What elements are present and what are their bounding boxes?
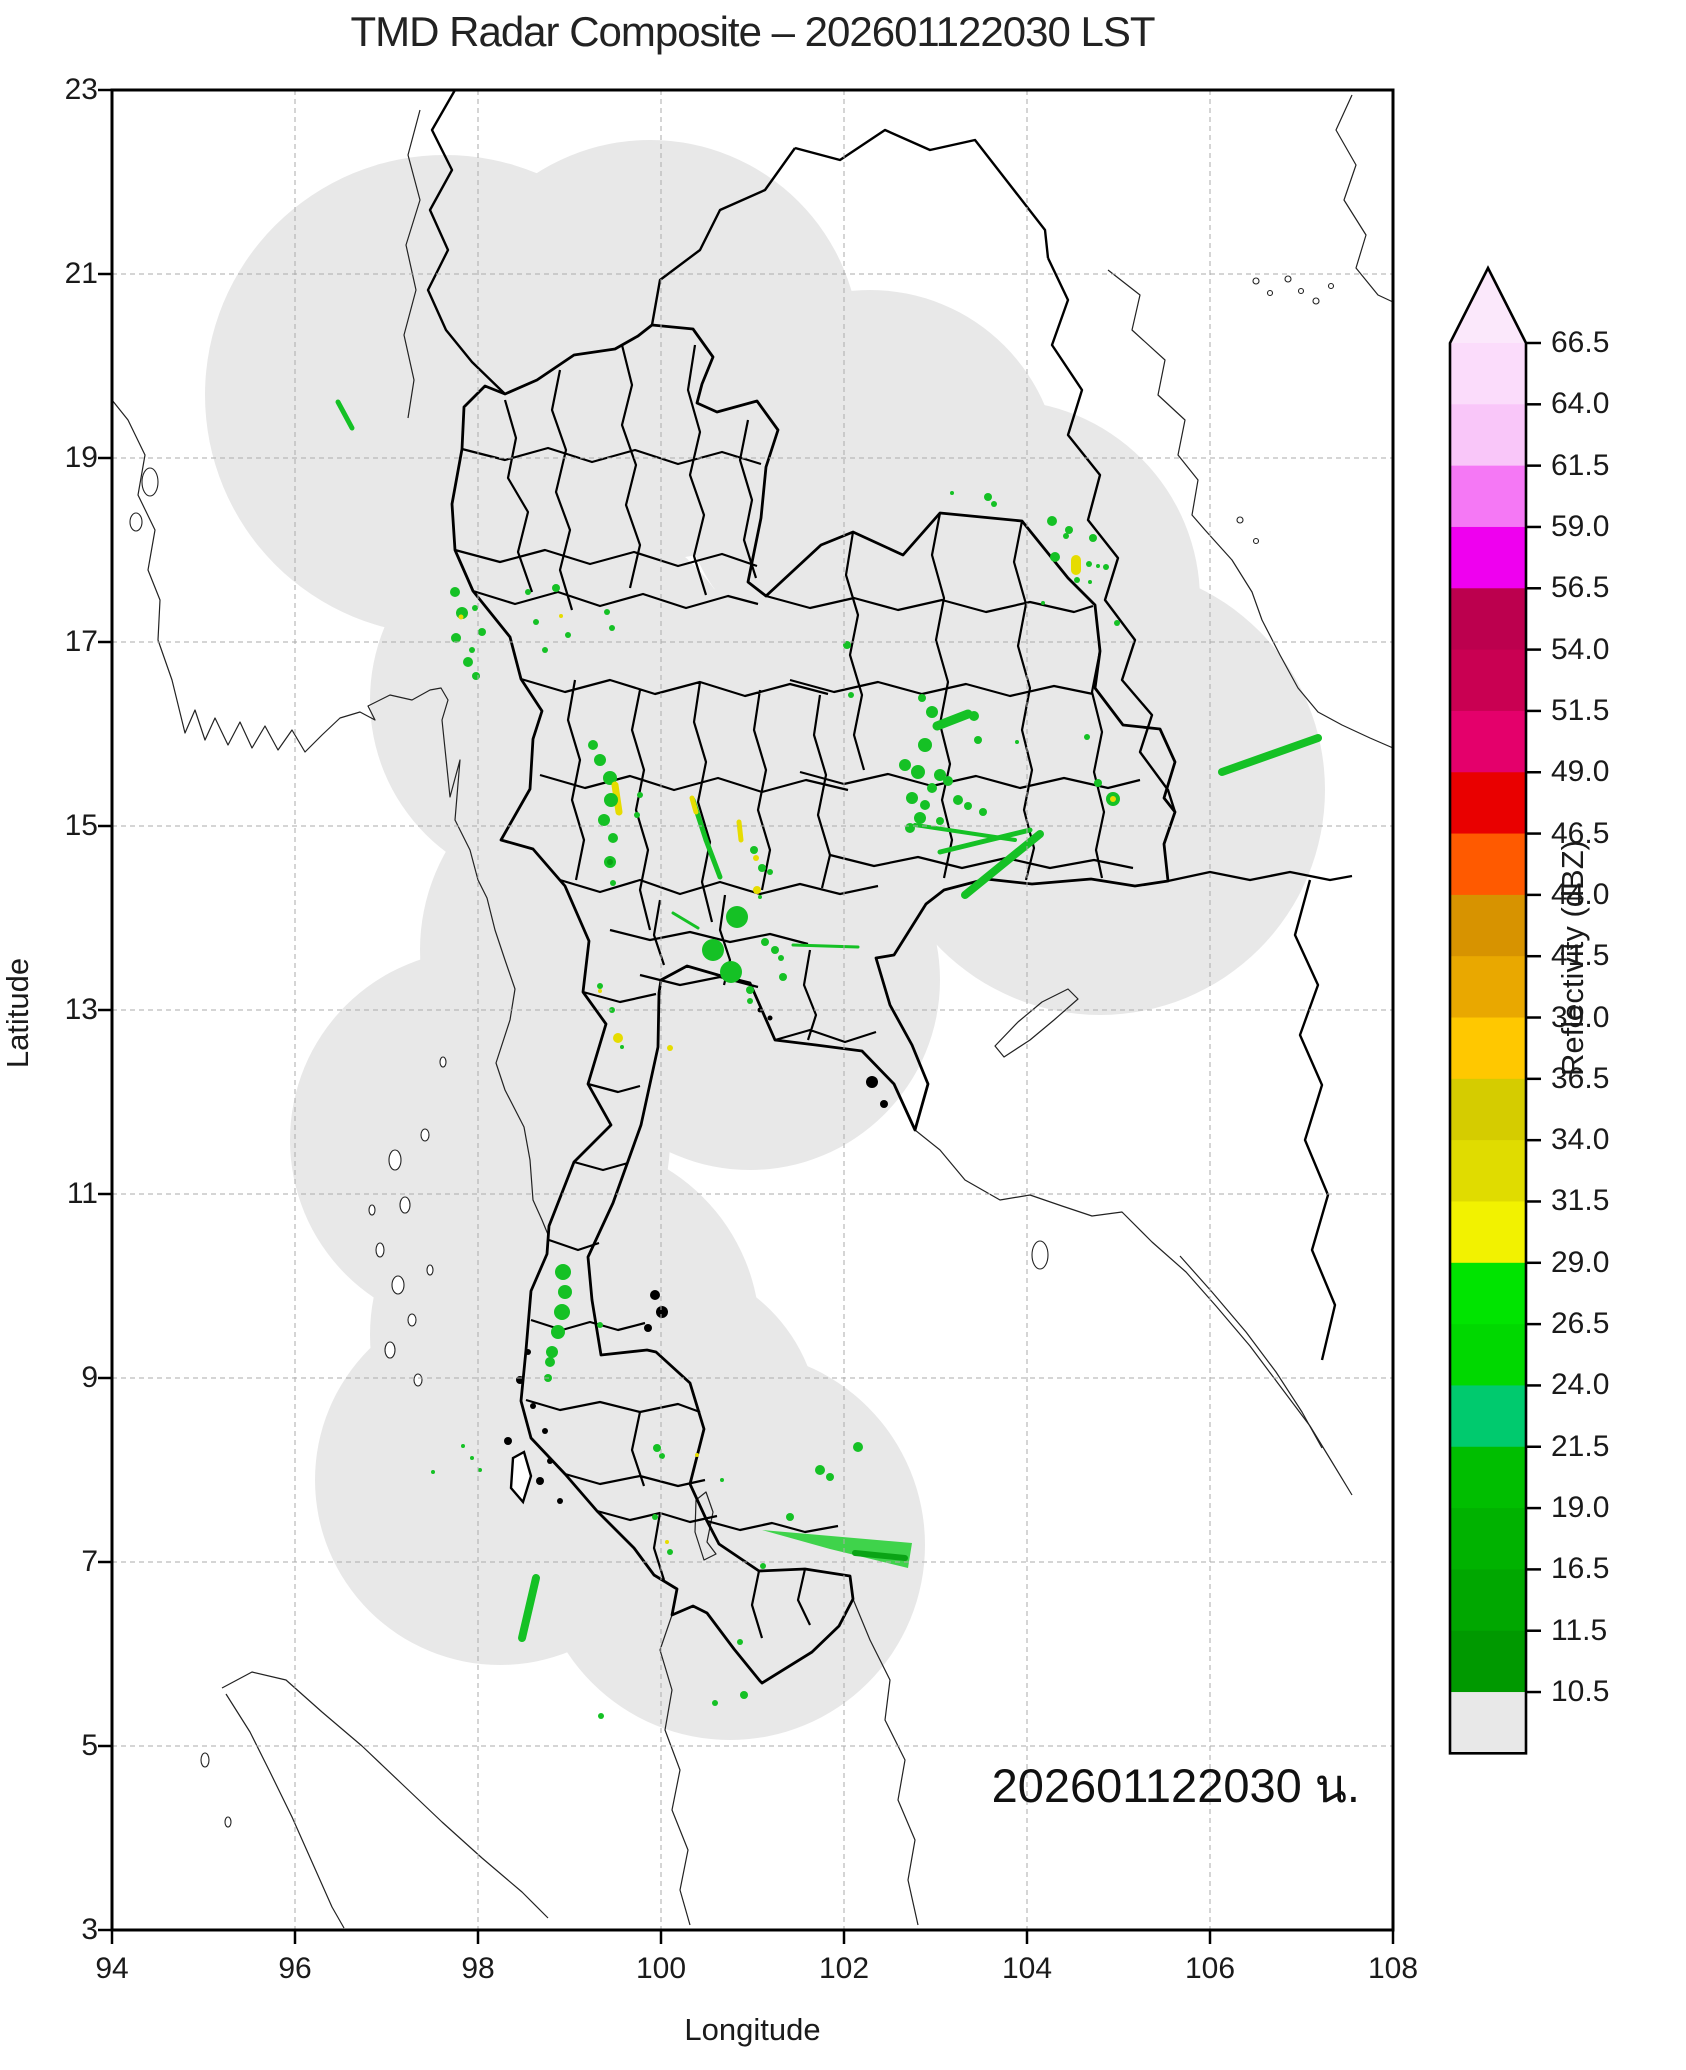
malaysia-east-coast	[852, 1598, 919, 1926]
x-tick-label: 108	[1367, 1952, 1419, 1985]
colorbar-tick-label: 64.0	[1551, 387, 1610, 421]
y-tick-label: 9	[81, 1361, 98, 1394]
x-tick-label: 100	[635, 1952, 687, 1985]
sumatra-coast	[221, 1671, 549, 1929]
y-tick-label: 23	[64, 73, 98, 106]
gridlines	[112, 90, 1393, 1930]
laos-cambodia-border	[1167, 870, 1353, 883]
y-tick-label: 17	[64, 625, 98, 658]
laos-vietnam-border	[1046, 257, 1177, 813]
colorbar-tick-label: 26.5	[1551, 1307, 1610, 1341]
thailand-outline	[450, 323, 1177, 1685]
phuket-island	[509, 1450, 533, 1505]
colorbar-tick-label: 51.5	[1551, 693, 1610, 727]
songkhla-lagoon	[694, 1491, 717, 1561]
coverage-circle	[480, 1260, 820, 1600]
colorbar-tick-label: 44.0	[1551, 877, 1610, 911]
x-tick-label: 102	[818, 1952, 870, 1985]
tonle-sap-lake	[994, 988, 1079, 1058]
colorbar-tick-label: 66.5	[1551, 326, 1610, 359]
colorbar-tick-label: 11.5	[1551, 1613, 1608, 1647]
myanmar-laos-border	[650, 147, 796, 326]
myanmar-coast	[112, 399, 550, 1238]
y-tick-label: 15	[64, 809, 98, 842]
colorbar-tick-label: 10.5	[1551, 1675, 1610, 1709]
timestamp-overlay: 202601122030 น.	[991, 1759, 1360, 1812]
cambodia-vietnam-border	[1293, 879, 1337, 1361]
y-tick-label: 19	[64, 441, 98, 474]
malaysia-west-coast	[659, 1614, 691, 1926]
x-tick-label: 94	[95, 1952, 129, 1985]
colorbar	[1448, 265, 1541, 1755]
x-tick-label: 104	[1001, 1952, 1053, 1985]
national-borders	[426, 90, 1353, 1361]
islands-thin	[129, 275, 1335, 1828]
myanmar-river	[403, 109, 421, 419]
colorbar-tick-label: 49.0	[1551, 755, 1610, 789]
y-tick-label: 11	[66, 1177, 98, 1210]
colorbar-tick-label: 59.0	[1551, 509, 1610, 543]
colorbar-tick-label: 19.0	[1551, 1491, 1610, 1525]
province-borders	[454, 344, 1141, 1639]
vietnam-coast	[1107, 269, 1393, 749]
cambodia-vietnam-coast	[914, 1129, 1353, 1496]
x-tick-label: 98	[461, 1952, 495, 1985]
colorbar-tick-label: 54.0	[1551, 632, 1610, 666]
colorbar-tick-label: 24.0	[1551, 1368, 1610, 1402]
colorbar-tick-label: 56.5	[1551, 571, 1610, 605]
colorbar-tick-label: 31.5	[1551, 1184, 1610, 1218]
x-tick-label: 106	[1184, 1952, 1236, 1985]
y-tick-label: 13	[64, 993, 98, 1026]
colorbar-tick-label: 39.0	[1551, 1000, 1610, 1034]
colorbar-tick-label: 16.5	[1551, 1552, 1610, 1586]
x-tick-label: 96	[278, 1952, 312, 1985]
mekong-delta	[1179, 1255, 1323, 1449]
china-border	[794, 128, 1050, 259]
x-axis-label: Longitude	[684, 2012, 821, 2047]
colorbar-tick-label: 61.5	[1551, 448, 1610, 482]
coastlines-thin	[112, 94, 1393, 1929]
colorbar-tick-label: 36.5	[1551, 1061, 1610, 1095]
y-tick-label: 21	[64, 257, 98, 290]
colorbar-tick-label: 41.5	[1551, 939, 1610, 973]
islands-bold	[504, 1007, 888, 1504]
coverage-circle	[875, 565, 1325, 1015]
y-tick-label: 3	[81, 1913, 98, 1946]
y-tick-label: 7	[81, 1545, 98, 1578]
axis-tick-marks	[98, 88, 1395, 1944]
figure-title: TMD Radar Composite – 202601122030 LST	[350, 8, 1155, 55]
y-tick-label: 5	[81, 1729, 98, 1762]
china-coast	[1335, 94, 1393, 303]
colorbar-tick-label: 29.0	[1551, 1245, 1610, 1279]
y-axis-label: Latitude	[0, 957, 35, 1069]
colorbar-tick-label: 34.0	[1551, 1123, 1610, 1157]
china-myanmar-border	[426, 90, 506, 395]
colorbar-tick-label: 21.5	[1551, 1429, 1610, 1463]
radar-coverage-circles	[205, 140, 1325, 1740]
colorbar-tick-label: 46.5	[1551, 816, 1610, 850]
radar-echoes	[335, 399, 1322, 1719]
